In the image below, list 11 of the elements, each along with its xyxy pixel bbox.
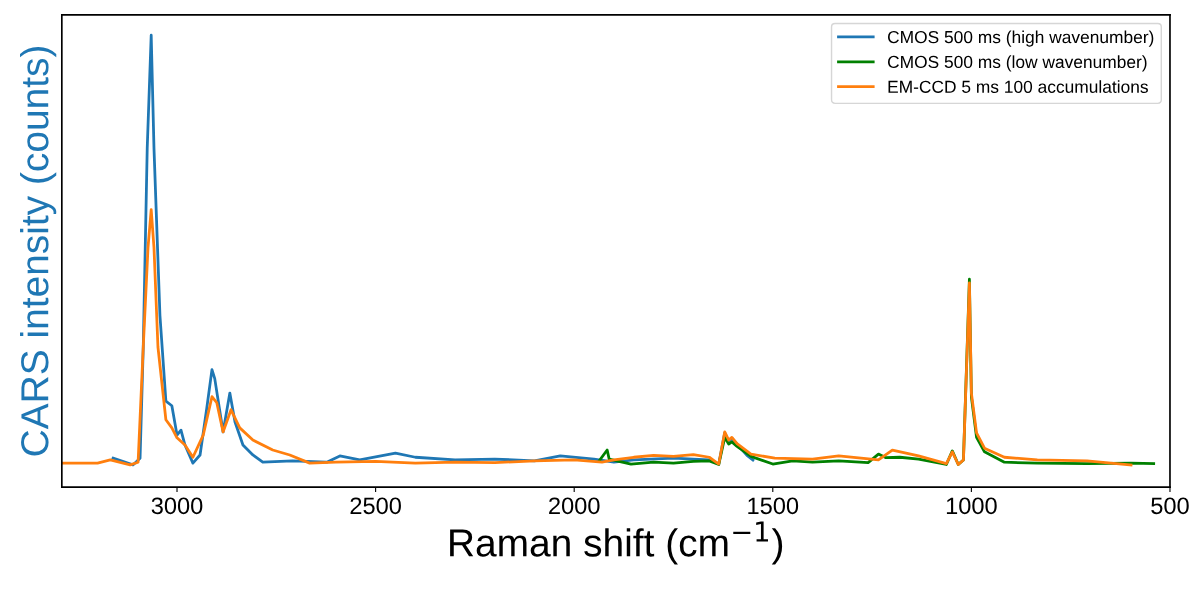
x-tick-label: 1500 [748,497,799,515]
x-tick-label: 2500 [350,497,401,515]
x-tick-label: 2000 [549,497,600,515]
x-tick-label: 500 [1151,497,1189,515]
legend-label: CMOS 500 ms (low wavenumber) [887,55,1147,72]
x-axis-title: Raman shift (cm$^{−1}$) [450,521,783,565]
x-tick-label: 3000 [151,497,203,515]
legend-label: CMOS 500 ms (high wavenumber) [887,30,1154,47]
x-tick-label: 1000 [946,497,997,515]
y-axis-title: CARS intensity (counts) [20,46,57,456]
legend-label: EM-CCD 5 ms 100 accumulations [888,80,1148,93]
